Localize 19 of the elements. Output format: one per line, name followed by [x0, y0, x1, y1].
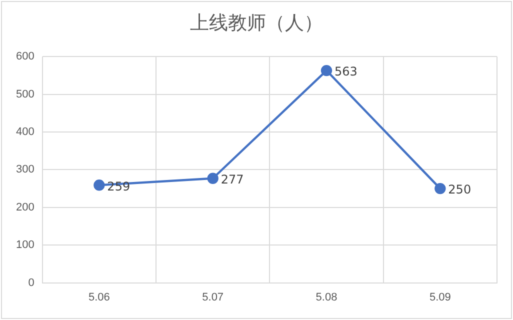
point	[207, 172, 218, 184]
y-tick-label: 300	[16, 164, 34, 176]
y-tick-label: 400	[16, 126, 34, 138]
x-tick-label: 5.07	[202, 291, 224, 304]
y-tick-label: 500	[16, 88, 34, 100]
y-tick-label: 0	[28, 276, 34, 289]
point	[320, 64, 332, 76]
data-label: 277	[220, 172, 244, 186]
data-label: 563	[334, 64, 358, 79]
y-tick-label: 200	[16, 201, 34, 214]
x-tick-label: 5.06	[88, 291, 110, 304]
data-label: 250	[448, 182, 472, 197]
y-tick-label: 600	[16, 50, 34, 63]
point	[94, 180, 105, 191]
y-tick-label: 100	[16, 239, 34, 252]
chart-title: 上线教师（人）	[189, 11, 324, 36]
x-tick-label: 5.08	[316, 291, 338, 304]
x-tick-label: 5.09	[429, 291, 451, 304]
point	[434, 182, 446, 194]
